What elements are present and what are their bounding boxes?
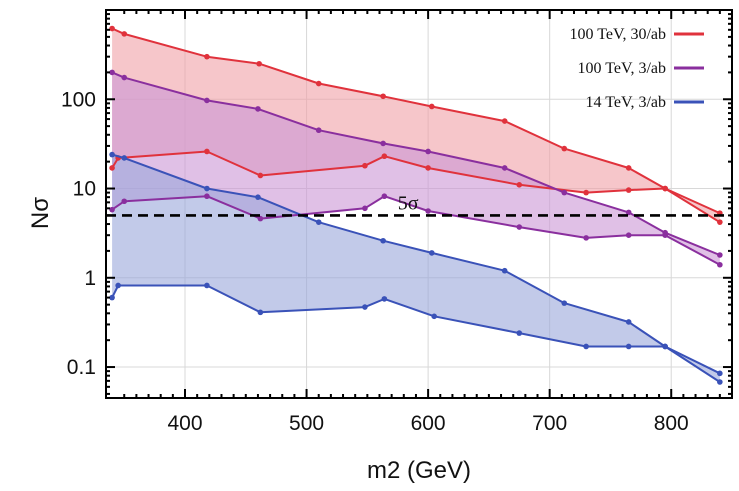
data-point bbox=[717, 252, 723, 258]
data-point bbox=[257, 309, 264, 316]
data-point bbox=[625, 319, 632, 325]
data-point bbox=[428, 103, 435, 110]
data-point bbox=[717, 370, 723, 377]
plot-border bbox=[105, 9, 733, 399]
x-tick-label: 800 bbox=[654, 412, 689, 435]
data-point bbox=[109, 151, 115, 158]
data-point bbox=[625, 343, 632, 350]
data-point bbox=[561, 300, 568, 306]
data-point bbox=[315, 219, 322, 225]
data-lines bbox=[109, 25, 723, 385]
data-point bbox=[662, 185, 668, 192]
data-point bbox=[256, 60, 262, 67]
y-tick-label: 0.1 bbox=[67, 356, 96, 379]
data-point bbox=[431, 313, 437, 320]
data-point bbox=[121, 31, 128, 37]
data-point bbox=[425, 208, 431, 214]
data-point bbox=[109, 69, 115, 76]
data-point bbox=[257, 172, 264, 179]
legend: 100 TeV, 30/ab 100 TeV, 3/ab 14 TeV, 3/ab bbox=[569, 26, 704, 111]
data-point bbox=[362, 162, 368, 169]
data-point bbox=[362, 205, 368, 212]
y-axis-label: Nσ bbox=[27, 197, 54, 229]
data-point bbox=[121, 74, 128, 81]
data-point bbox=[381, 153, 388, 160]
reference-line-label: 5σ bbox=[398, 192, 419, 214]
series-0-lower-line bbox=[111, 150, 721, 224]
x-tick-label: 600 bbox=[411, 412, 446, 435]
data-point bbox=[121, 155, 128, 161]
data-point bbox=[501, 267, 508, 274]
legend-label: 100 TeV, 30/ab bbox=[569, 26, 666, 43]
data-point bbox=[428, 250, 435, 256]
series-2-upper-line bbox=[111, 153, 721, 375]
data-point bbox=[662, 232, 668, 238]
data-point bbox=[109, 206, 115, 213]
data-point bbox=[204, 97, 210, 104]
data-point bbox=[717, 379, 723, 385]
data-point bbox=[425, 148, 431, 155]
data-point bbox=[381, 296, 388, 302]
data-point bbox=[204, 148, 210, 155]
data-point bbox=[109, 165, 115, 171]
legend-label: 100 TeV, 3/ab bbox=[577, 60, 666, 77]
data-point bbox=[204, 193, 210, 200]
y-tick-label: 100 bbox=[61, 88, 96, 111]
data-point bbox=[115, 282, 121, 289]
data-point bbox=[255, 106, 261, 112]
data-point bbox=[625, 209, 632, 216]
data-point bbox=[109, 294, 115, 301]
data-point bbox=[315, 80, 322, 87]
data-point bbox=[380, 237, 386, 244]
data-point bbox=[625, 165, 632, 171]
y-tick-label: 10 bbox=[73, 178, 96, 201]
data-point bbox=[204, 53, 210, 60]
axis-ticks: 400 500 600 700 800 0.1 1 10 100 bbox=[61, 10, 733, 435]
data-point bbox=[109, 25, 115, 32]
data-point bbox=[516, 182, 523, 188]
data-point bbox=[362, 304, 368, 310]
data-point bbox=[501, 118, 508, 124]
data-point bbox=[717, 261, 723, 268]
data-point bbox=[204, 185, 210, 192]
data-bands bbox=[112, 28, 720, 382]
data-point bbox=[257, 215, 264, 222]
data-point bbox=[516, 330, 523, 336]
data-point bbox=[625, 187, 632, 193]
data-point bbox=[381, 193, 388, 200]
data-point bbox=[380, 140, 386, 147]
band-area-2 bbox=[112, 154, 720, 382]
data-point bbox=[717, 219, 723, 225]
data-point bbox=[501, 165, 508, 171]
x-tick-label: 700 bbox=[532, 412, 567, 435]
legend-label: 14 TeV, 3/ab bbox=[585, 94, 666, 111]
data-point bbox=[583, 189, 589, 196]
series-2-lower-line bbox=[111, 284, 721, 383]
data-point bbox=[625, 232, 632, 238]
data-point bbox=[662, 343, 668, 350]
reference-line-group: 5σ bbox=[106, 192, 732, 217]
data-point bbox=[583, 343, 589, 350]
data-point bbox=[380, 93, 386, 100]
x-tick-label: 500 bbox=[289, 412, 324, 435]
series-0-upper-line bbox=[111, 27, 721, 215]
data-point bbox=[583, 235, 589, 241]
data-point bbox=[561, 189, 568, 196]
series-1-lower-line bbox=[111, 195, 721, 266]
data-point bbox=[561, 145, 568, 152]
x-axis-label: m2 (GeV) bbox=[367, 457, 471, 484]
data-point bbox=[315, 127, 322, 134]
data-point bbox=[255, 194, 261, 200]
data-point bbox=[516, 224, 523, 230]
data-point bbox=[204, 282, 210, 289]
y-tick-label: 1 bbox=[84, 267, 96, 290]
plot-frame bbox=[105, 9, 733, 399]
data-point bbox=[121, 198, 128, 205]
x-tick-label: 400 bbox=[167, 412, 202, 435]
data-point bbox=[425, 165, 431, 171]
